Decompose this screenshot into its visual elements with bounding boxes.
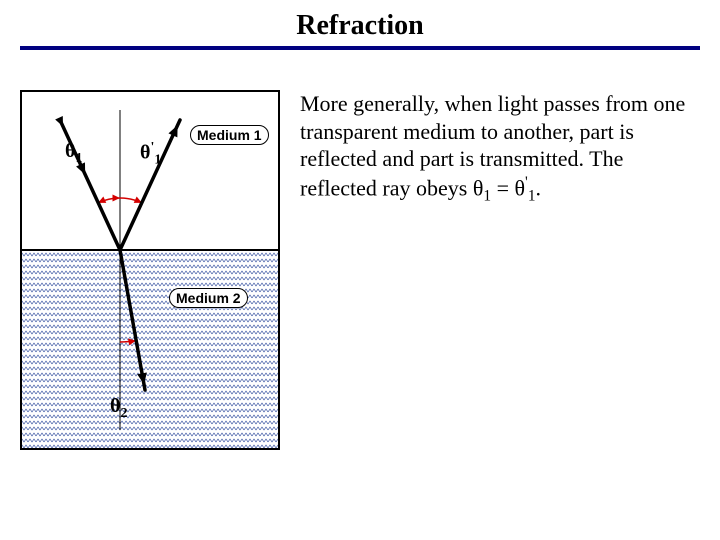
theta1-label: θ1 [65,140,82,167]
theta1prime-label: θ'1 [140,140,161,169]
explanation-text: More generally, when light passes from o… [280,90,700,450]
medium2-label: Medium 2 [169,288,248,308]
theta2-label: θ2 [110,395,127,422]
content-row: θ1 θ'1 θ2 Medium 1 Medium 2 More general… [0,90,720,450]
horizontal-rule [20,46,700,50]
refraction-diagram: θ1 θ'1 θ2 Medium 1 Medium 2 [20,90,280,450]
page-title: Refraction [0,0,720,46]
medium1-label: Medium 1 [190,125,269,145]
